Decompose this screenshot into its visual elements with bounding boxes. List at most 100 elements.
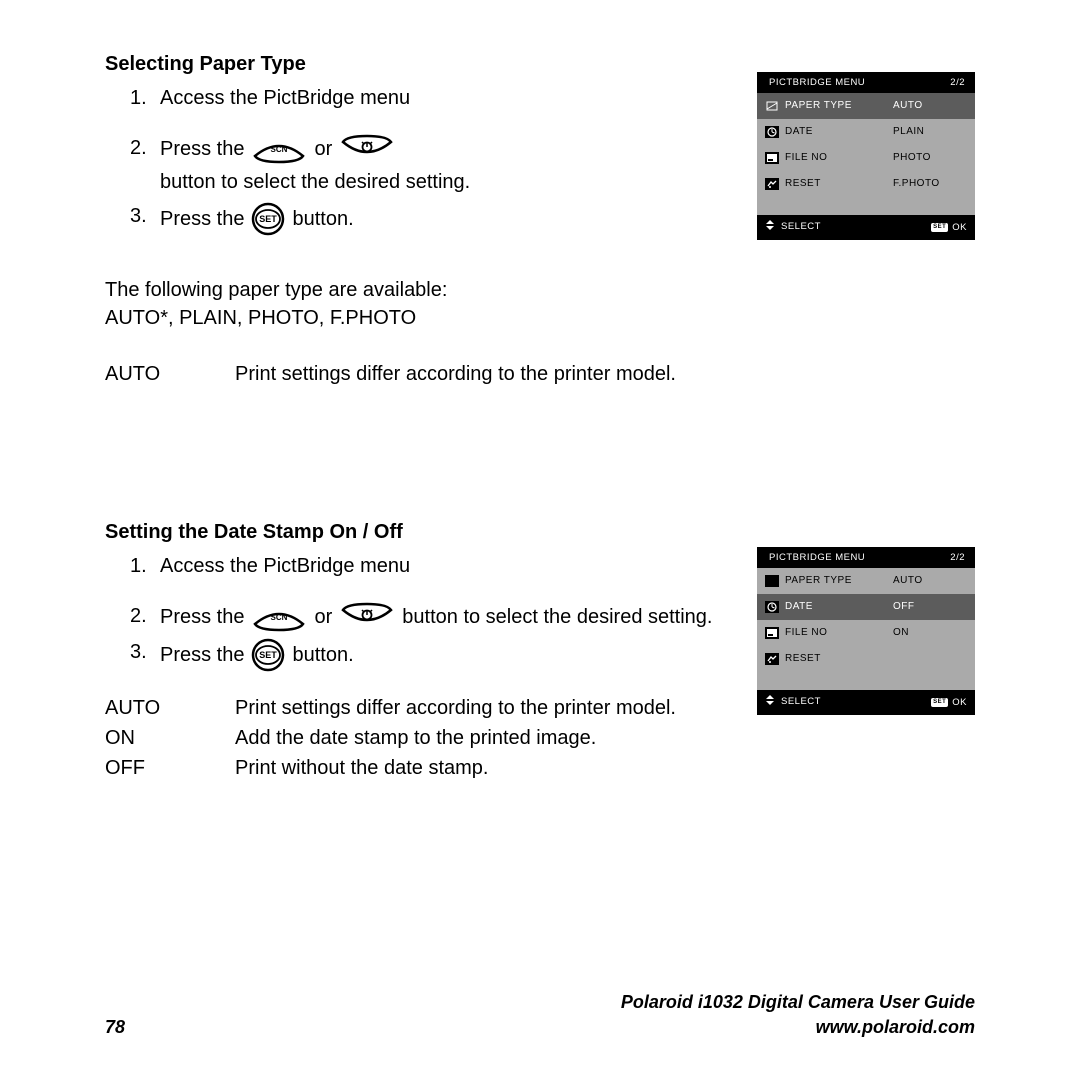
step-text: Press the SET button.	[160, 202, 705, 236]
step-text: Access the PictBridge menu	[160, 84, 705, 112]
fileno-icon	[765, 152, 779, 164]
text-fragment: Press the	[160, 205, 244, 233]
lcd-menu-row: PAPER TYPEAUTO	[757, 568, 975, 594]
def-term: AUTO	[105, 360, 235, 388]
lcd-header: PICTBRIDGE MENU 2/2	[757, 547, 975, 568]
text-fragment: or	[314, 603, 332, 631]
svg-text:SET: SET	[260, 214, 278, 224]
lcd-row-label: RESET	[757, 646, 885, 672]
fileno-icon	[765, 627, 779, 639]
step-number: 1.	[130, 552, 160, 580]
step-number: 2.	[130, 602, 160, 630]
lcd-row-value: OFF	[885, 594, 975, 620]
lcd-screenshot-date: PICTBRIDGE MENU 2/2 PAPER TYPEAUTODATEOF…	[757, 547, 975, 715]
lcd-row-value: ON	[885, 620, 975, 646]
text-fragment: Press the	[160, 603, 244, 631]
step-list: 1. Access the PictBridge menu 2. Press t…	[105, 84, 705, 236]
step-number: 3.	[130, 638, 160, 666]
lcd-row-label: FILE NO	[757, 620, 885, 646]
paper-types-available: The following paper type are available: …	[105, 276, 975, 332]
available-list: AUTO*, PLAIN, PHOTO, F.PHOTO	[105, 304, 975, 332]
lcd-select-label: SELECT	[781, 220, 821, 234]
lcd-header: PICTBRIDGE MENU 2/2	[757, 72, 975, 93]
page-number: 78	[105, 1015, 125, 1040]
updown-icon	[765, 695, 775, 709]
def-text: Print without the date stamp.	[235, 754, 488, 782]
set-badge-icon: SET	[931, 698, 948, 707]
guide-url: www.polaroid.com	[621, 1015, 975, 1040]
lcd-ok-label: OK	[952, 696, 967, 709]
step-list: 1. Access the PictBridge menu 2. Press t…	[105, 552, 715, 672]
lcd-page-indicator: 2/2	[950, 551, 965, 564]
text-fragment: Press the	[160, 641, 244, 669]
lcd-menu-row: FILE NOON	[757, 620, 975, 646]
lcd-row-label: PAPER TYPE	[757, 568, 885, 594]
step-3: 3. Press the SET button.	[130, 638, 715, 672]
text-fragment: button.	[292, 205, 353, 233]
step-2: 2. Press the SCN or button to select the…	[130, 134, 705, 196]
scn-button-icon: SCN	[251, 134, 307, 164]
updown-icon	[765, 220, 775, 234]
lcd-row-label: RESET	[757, 171, 885, 197]
def-term: AUTO	[105, 694, 235, 722]
text-fragment: Press the	[160, 135, 244, 163]
step-1: 1. Access the PictBridge menu	[130, 552, 715, 580]
svg-text:SCN: SCN	[271, 613, 288, 622]
lcd-body: PAPER TYPEAUTODATEPLAINFILE NOPHOTORESET…	[757, 93, 975, 215]
step-text: Press the SCN or button to select the de…	[160, 602, 715, 632]
def-text: Add the date stamp to the printed image.	[235, 724, 596, 752]
lcd-menu-row: PAPER TYPEAUTO	[757, 93, 975, 119]
def-text: Print settings differ according to the p…	[235, 360, 676, 388]
guide-title: Polaroid i1032 Digital Camera User Guide	[621, 990, 975, 1015]
svg-text:SET: SET	[260, 650, 278, 660]
lcd-footer: SELECT SET OK	[757, 215, 975, 239]
available-intro: The following paper type are available:	[105, 276, 975, 304]
def-term: ON	[105, 724, 235, 752]
timer-button-icon	[339, 134, 395, 164]
definition-row: AUTO Print settings differ according to …	[105, 360, 975, 388]
step-number: 3.	[130, 202, 160, 230]
svg-text:SCN: SCN	[271, 145, 288, 154]
page-footer: 78 Polaroid i1032 Digital Camera User Gu…	[105, 990, 975, 1040]
lcd-row-value: F.PHOTO	[885, 171, 975, 197]
definition-row: OFF Print without the date stamp.	[105, 754, 975, 782]
lcd-menu-row: FILE NOPHOTO	[757, 145, 975, 171]
lcd-row-value: AUTO	[885, 93, 975, 119]
date-icon	[765, 126, 779, 138]
lcd-select-label: SELECT	[781, 695, 821, 709]
text-fragment: button.	[292, 641, 353, 669]
lcd-menu-row: RESET	[757, 646, 975, 672]
lcd-screenshot-paper-type: PICTBRIDGE MENU 2/2 PAPER TYPEAUTODATEPL…	[757, 72, 975, 240]
lcd-title: PICTBRIDGE MENU	[769, 551, 865, 564]
def-term: OFF	[105, 754, 235, 782]
lcd-row-label: DATE	[757, 119, 885, 145]
paper-icon	[765, 100, 779, 112]
definition-row: ON Add the date stamp to the printed ima…	[105, 724, 975, 752]
text-fragment: button to select the desired setting.	[402, 603, 712, 631]
step-text: Press the SCN or button to select the de…	[160, 134, 705, 196]
date-icon	[765, 601, 779, 613]
set-badge-icon: SET	[931, 223, 948, 232]
footer-right: Polaroid i1032 Digital Camera User Guide…	[621, 990, 975, 1040]
lcd-title: PICTBRIDGE MENU	[769, 76, 865, 89]
paper-icon	[765, 575, 779, 587]
lcd-menu-row: DATEOFF	[757, 594, 975, 620]
step-number: 1.	[130, 84, 160, 112]
text-fragment: button to select the desired setting.	[160, 168, 470, 196]
step-text: Press the SET button.	[160, 638, 715, 672]
step-text: Access the PictBridge menu	[160, 552, 715, 580]
lcd-row-value: PLAIN	[885, 119, 975, 145]
lcd-ok-label: OK	[952, 221, 967, 234]
lcd-body: PAPER TYPEAUTODATEOFFFILE NOONRESET	[757, 568, 975, 690]
set-button-icon: SET	[251, 638, 285, 672]
lcd-menu-row: DATEPLAIN	[757, 119, 975, 145]
reset-icon	[765, 178, 779, 190]
step-1: 1. Access the PictBridge menu	[130, 84, 705, 112]
lcd-row-value	[885, 646, 975, 672]
def-text: Print settings differ according to the p…	[235, 694, 676, 722]
lcd-row-label: DATE	[757, 594, 885, 620]
lcd-menu-row: RESETF.PHOTO	[757, 171, 975, 197]
step-3: 3. Press the SET button.	[130, 202, 705, 236]
lcd-page-indicator: 2/2	[950, 76, 965, 89]
text-fragment: or	[314, 135, 332, 163]
